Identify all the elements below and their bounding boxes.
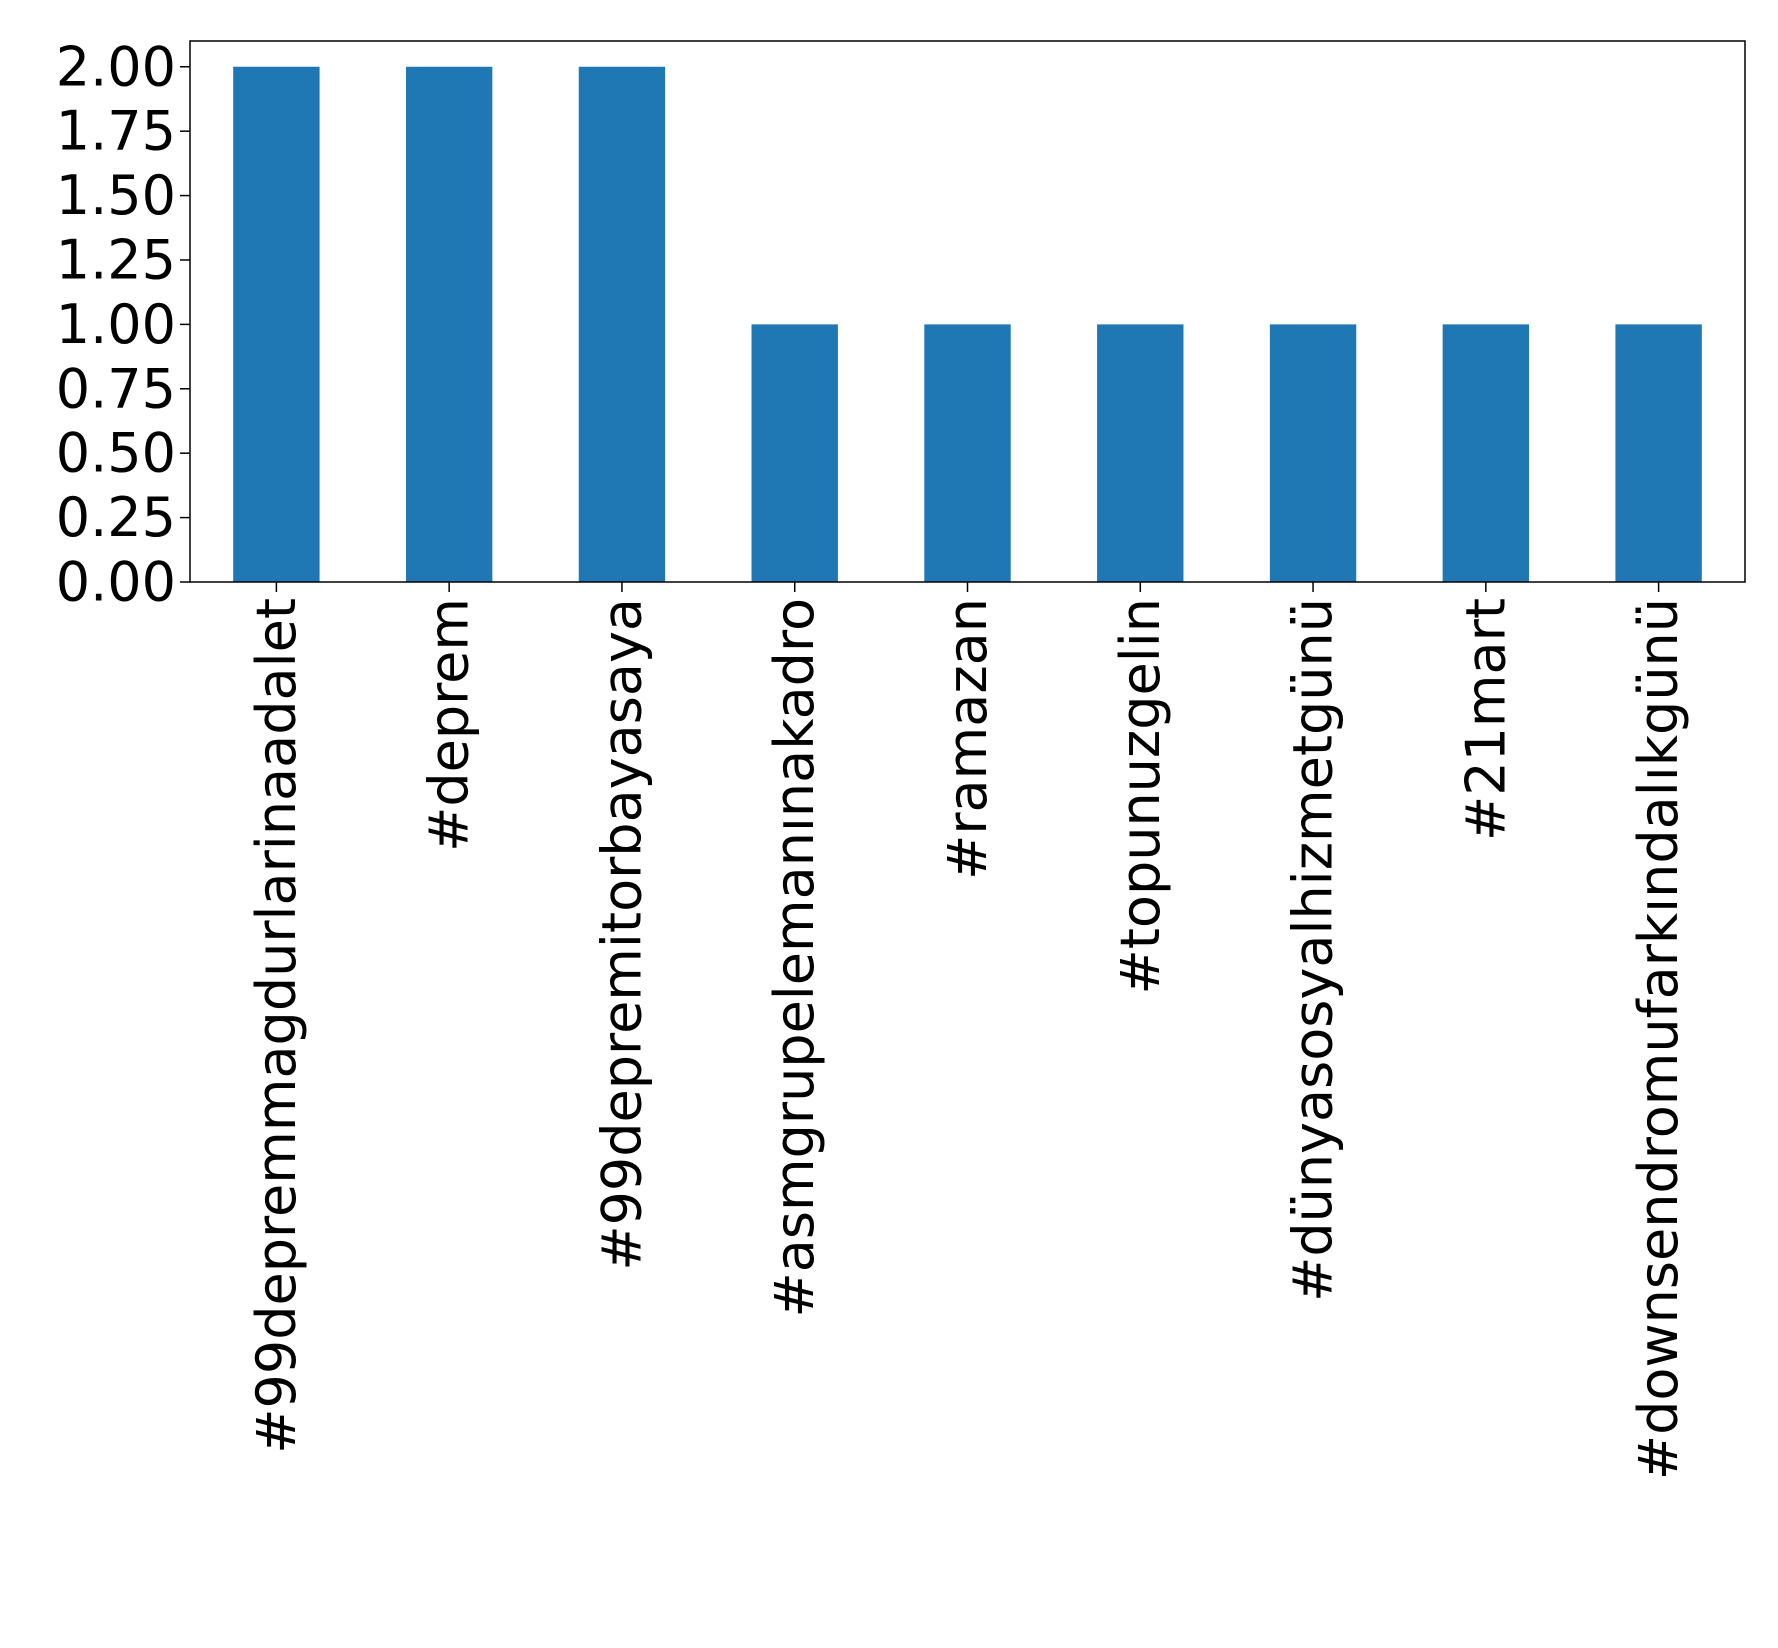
x-tick-label-3: #asmgrupelemanınakadro <box>763 598 826 1317</box>
y-tick-label-4: 1.00 <box>56 293 176 356</box>
y-tick-label-0: 0.00 <box>56 551 176 614</box>
x-tick-label-7: #21mart <box>1454 598 1517 841</box>
bar-3 <box>751 324 838 582</box>
bar-1 <box>405 66 493 582</box>
x-tick-label-1: #deprem <box>418 598 481 852</box>
x-axis: #99depremmagdurlarinaadalet #deprem #99dep… <box>245 582 1690 1480</box>
y-tick-label-2: 0.50 <box>56 422 176 485</box>
y-tick-label-6: 1.50 <box>56 164 176 227</box>
bar-8 <box>1615 324 1702 582</box>
bar-6 <box>1269 324 1357 582</box>
x-tick-label-5: #topunuzgelin <box>1109 598 1172 994</box>
y-tick-label-3: 0.75 <box>56 357 176 420</box>
bar-0 <box>233 66 320 582</box>
bar-4 <box>924 324 1011 582</box>
x-tick-label-2: #99depremitorbayasaya <box>590 598 653 1271</box>
bar-5 <box>1097 324 1184 582</box>
y-tick-label-8: 2.00 <box>56 35 176 98</box>
y-axis: 0.000.250.500.751.001.251.501.752.00 <box>56 35 190 614</box>
y-tick-label-7: 1.75 <box>56 100 176 163</box>
bars-group <box>233 66 1702 582</box>
x-tick-label-8: #downsendromufarkındalıkgünü <box>1627 598 1690 1480</box>
y-tick-label-5: 1.25 <box>56 228 176 291</box>
x-tick-label-4: #ramazan <box>936 598 999 880</box>
bar-7 <box>1442 324 1530 582</box>
y-tick-label-1: 0.25 <box>56 486 176 549</box>
x-tick-label-0: #99depremmagdurlarinaadalet <box>245 598 308 1454</box>
bar-2 <box>578 66 666 582</box>
x-tick-label-6: #dünyasosyalhizmetgünü <box>1282 598 1345 1302</box>
